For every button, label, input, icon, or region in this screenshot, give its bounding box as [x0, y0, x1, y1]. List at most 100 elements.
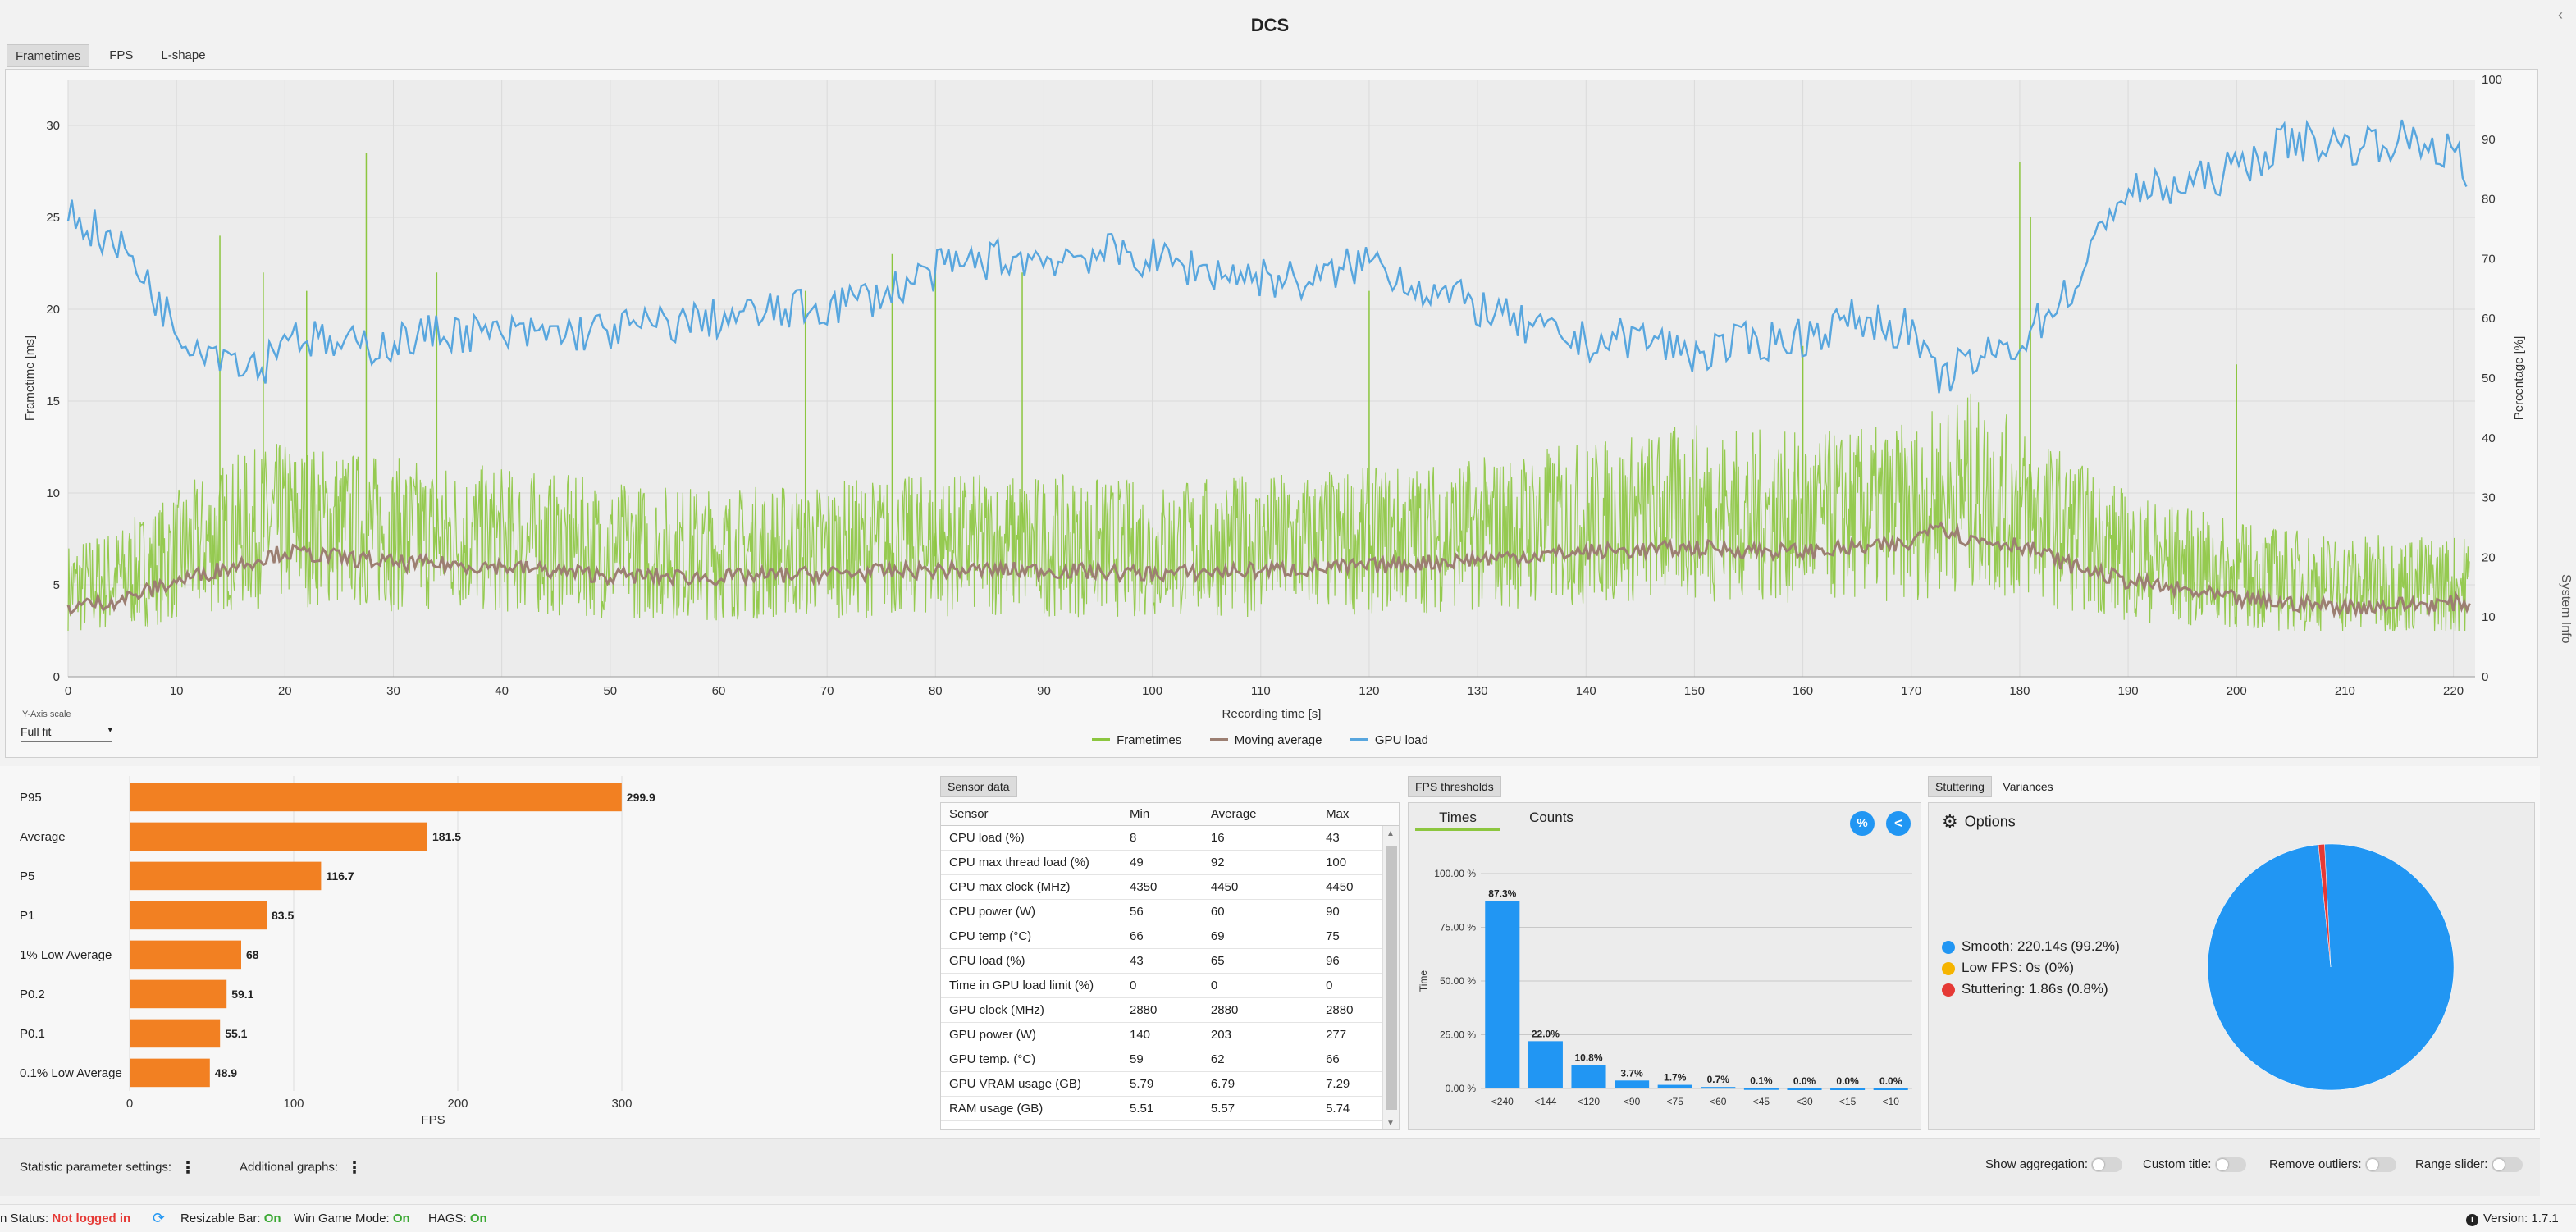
y-tick-label: 15 — [46, 395, 60, 408]
y-tick-label: 20 — [46, 303, 60, 317]
y-axis-title: Time — [1418, 970, 1429, 992]
collapse-panel-icon[interactable]: ‹ — [2558, 7, 2563, 23]
bar-value-label: 87.3% — [1488, 887, 1516, 899]
x-tick-label: <15 — [1839, 1096, 1857, 1107]
sensor-min-cell: 5.79 — [1121, 1071, 1203, 1097]
info-icon[interactable]: i — [2466, 1214, 2478, 1226]
stuttering-tabs: Stuttering Variances — [1928, 776, 2061, 797]
sensor-min-cell: 59 — [1121, 1047, 1203, 1072]
x-tick-label: 60 — [712, 684, 726, 698]
additional-graphs-menu-icon[interactable]: ⋮ — [346, 1159, 363, 1177]
percent-toggle-icon[interactable]: % — [1850, 811, 1875, 836]
fps-bar — [130, 940, 241, 970]
category-label: P95 — [20, 791, 42, 805]
column-header-sensor[interactable]: Sensor — [941, 803, 1121, 826]
threshold-bar — [1615, 1080, 1650, 1088]
stuttering-pie-chart — [2207, 843, 2455, 1091]
sensor-row[interactable]: GPU power (W) 140 203 277 — [941, 1022, 1399, 1047]
category-label: P0.1 — [20, 1027, 45, 1041]
legend-frametimes[interactable]: Frametimes — [1092, 733, 1181, 747]
tab-stuttering[interactable]: Stuttering — [1928, 776, 1992, 797]
share-icon[interactable]: < — [1886, 811, 1911, 836]
tab-fps[interactable]: FPS — [109, 48, 134, 62]
sensor-row[interactable]: RAM usage (GB) 5.51 5.57 5.74 — [941, 1096, 1399, 1121]
x-tick-label: 180 — [2009, 684, 2030, 698]
legend-gpu-load[interactable]: GPU load — [1350, 733, 1428, 747]
bar-value-label: 10.8% — [1574, 1052, 1602, 1064]
sensor-average-cell: 2880 — [1202, 997, 1318, 1023]
bar-value-label: 0.0% — [1793, 1075, 1816, 1087]
threshold-bar — [1701, 1087, 1736, 1089]
remove-outliers-toggle[interactable] — [2364, 1157, 2396, 1173]
sensor-row[interactable]: CPU max clock (MHz) 4350 4450 4450 — [941, 874, 1399, 900]
sensor-min-cell: 49 — [1121, 850, 1203, 875]
yaxis-scale-select[interactable]: Full fit ▾ — [21, 723, 112, 742]
subtab-counts[interactable]: Counts — [1529, 810, 1573, 825]
stuttering-legend: Smooth: 220.14s (99.2%) Low FPS: 0s (0%)… — [1942, 936, 2120, 1000]
bar-value-label: 116.7 — [326, 869, 354, 883]
category-label: P5 — [20, 869, 34, 883]
fps-bar — [130, 1019, 221, 1048]
bar-value-label: 0.1% — [1750, 1075, 1773, 1087]
sensor-name-cell: CPU load (%) — [941, 825, 1121, 851]
x-tick-label: <144 — [1534, 1096, 1556, 1107]
sensor-row[interactable]: CPU power (W) 56 60 90 — [941, 899, 1399, 924]
statistic-settings-menu-icon[interactable]: ⋮ — [180, 1159, 197, 1177]
y2-tick-label: 60 — [2482, 312, 2496, 326]
page-title: DCS — [1250, 15, 1290, 35]
sensor-name-cell: Time in GPU load limit (%) — [941, 973, 1121, 998]
fps-thresholds-tab[interactable]: FPS thresholds — [1408, 776, 1501, 797]
legend-moving-average[interactable]: Moving average — [1209, 733, 1322, 747]
subtab-times[interactable]: Times — [1415, 806, 1500, 831]
sensor-row[interactable]: Time in GPU load limit (%) 0 0 0 — [941, 973, 1399, 998]
x-tick-label: 90 — [1037, 684, 1051, 698]
tab-frametimes[interactable]: Frametimes — [7, 44, 90, 67]
y2-tick-label: 70 — [2482, 252, 2496, 266]
sensor-average-cell: 62 — [1202, 1047, 1318, 1072]
custom-title-toggle[interactable] — [2214, 1157, 2246, 1173]
range-slider-toggle[interactable] — [2491, 1157, 2523, 1173]
scrollbar-thumb[interactable] — [1386, 846, 1397, 1110]
bar-value-label: 299.9 — [627, 791, 655, 804]
sensor-row[interactable]: GPU clock (MHz) 2880 2880 2880 — [941, 997, 1399, 1023]
scroll-down-icon[interactable]: ▼ — [1386, 1119, 1395, 1128]
y2-tick-label: 100 — [2482, 73, 2502, 87]
sensor-row[interactable]: GPU temp. (°C) 59 62 66 — [941, 1047, 1399, 1072]
sensor-row[interactable]: GPU load (%) 43 65 96 — [941, 948, 1399, 974]
x-tick-label: 50 — [603, 684, 617, 698]
sensor-row[interactable]: GPU VRAM usage (GB) 5.79 6.79 7.29 — [941, 1071, 1399, 1097]
scroll-up-icon[interactable]: ▲ — [1386, 829, 1395, 838]
options-button[interactable]: ⚙ Options — [1942, 811, 2016, 832]
category-label: P0.2 — [20, 988, 45, 1002]
system-info-sidebar-tab[interactable]: System Info — [2559, 574, 2573, 644]
sensor-min-cell: 8 — [1121, 825, 1203, 851]
tab-variances[interactable]: Variances — [2003, 780, 2053, 793]
column-header-min[interactable]: Min — [1121, 803, 1203, 826]
y2-tick-label: 20 — [2482, 550, 2496, 564]
category-label: P1 — [20, 909, 34, 923]
column-header-max[interactable]: Max — [1318, 803, 1399, 826]
sensor-name-cell: GPU load (%) — [941, 948, 1121, 974]
refresh-icon[interactable]: ⟳ — [153, 1210, 166, 1226]
sensor-min-cell: 5.51 — [1121, 1096, 1203, 1121]
column-header-average[interactable]: Average — [1202, 803, 1318, 826]
y-tick-label: 100.00 % — [1434, 868, 1476, 879]
moving-average-series-line — [66, 521, 2471, 619]
legend-stuttering: Stuttering: 1.86s (0.8%) — [1942, 979, 2120, 1000]
custom-title: Custom title: — [2143, 1157, 2246, 1173]
fps-thresholds-panel: Times Counts % < 0.00 % 25.00 % 50.00 % 75.… — [1408, 802, 1921, 1130]
tab-l-shape[interactable]: L-shape — [161, 48, 206, 62]
sensor-row[interactable]: CPU max thread load (%) 49 92 100 — [941, 850, 1399, 875]
sensor-data-tab[interactable]: Sensor data — [940, 776, 1017, 797]
x-tick-label: <240 — [1491, 1096, 1514, 1107]
sensor-row[interactable]: CPU temp (°C) 66 69 75 — [941, 924, 1399, 949]
frametimes-series-line — [67, 393, 2470, 632]
gpu-load-series-line — [66, 119, 2468, 394]
show-aggregation-toggle[interactable] — [2091, 1157, 2123, 1173]
sensor-row[interactable]: CPU load (%) 8 16 43 — [941, 825, 1399, 851]
legend-low-fps: Low FPS: 0s (0%) — [1942, 957, 2120, 979]
y-axis-title: Frametime [ms] — [23, 335, 37, 421]
y-tick-label: 50.00 % — [1440, 975, 1476, 987]
sensor-min-cell: 56 — [1121, 899, 1203, 924]
sensor-scrollbar[interactable]: ▲ ▼ — [1382, 826, 1399, 1129]
